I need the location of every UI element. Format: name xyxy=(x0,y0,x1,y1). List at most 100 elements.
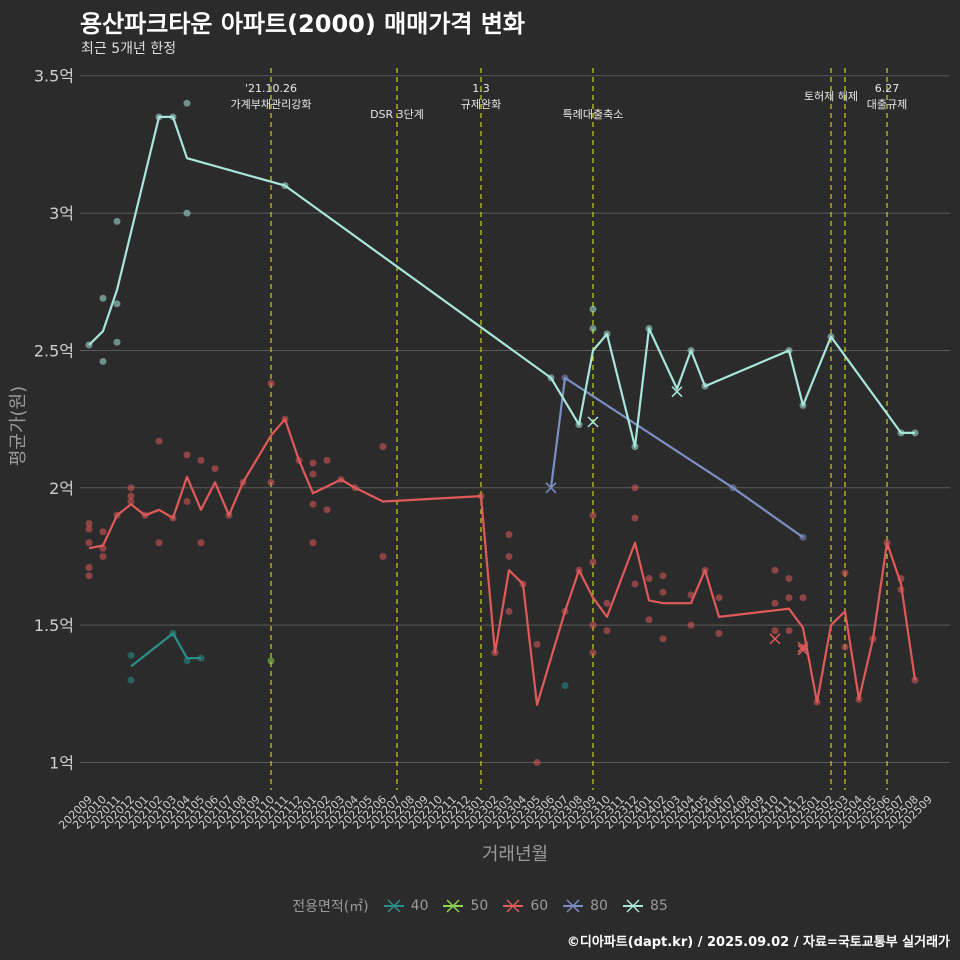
point-60 xyxy=(155,539,163,547)
point-60 xyxy=(771,627,779,635)
point-50 xyxy=(267,657,275,665)
point-60 xyxy=(85,563,93,571)
point-60 xyxy=(505,552,513,560)
legend-label-85: 85 xyxy=(649,898,668,914)
point-60 xyxy=(309,539,317,547)
point-40 xyxy=(127,676,135,684)
point-60 xyxy=(127,492,135,500)
x-axis-title: 거래년월 xyxy=(482,844,548,865)
point-85 xyxy=(589,324,597,332)
cross-stroke xyxy=(797,641,809,653)
point-60 xyxy=(771,599,779,607)
point-40 xyxy=(127,651,135,659)
y-tick-label: 1억 xyxy=(49,754,74,773)
point-60 xyxy=(715,594,723,602)
point-60 xyxy=(505,531,513,539)
point-60 xyxy=(267,379,275,387)
point-60 xyxy=(323,506,331,514)
point-60 xyxy=(799,594,807,602)
point-60 xyxy=(309,470,317,478)
legend-key-40 xyxy=(383,899,404,913)
point-60 xyxy=(323,456,331,464)
cross-marker-80 xyxy=(545,482,557,494)
point-85 xyxy=(183,209,191,217)
legend-title: 전용면적(㎡) xyxy=(292,899,369,915)
point-60 xyxy=(155,437,163,445)
point-60 xyxy=(183,451,191,459)
point-60 xyxy=(659,588,667,596)
legend-key-85 xyxy=(622,899,643,913)
cross-marker-60 xyxy=(797,641,809,653)
legend-label-80: 80 xyxy=(590,898,608,914)
point-60 xyxy=(785,627,793,635)
legend-item-40[interactable]: 40 xyxy=(383,897,429,915)
point-60 xyxy=(211,465,219,473)
point-60 xyxy=(505,607,513,615)
y-tick-label: 2억 xyxy=(49,479,74,498)
point-40 xyxy=(561,682,569,690)
line-series-85 xyxy=(88,115,915,448)
point-60 xyxy=(533,640,541,648)
point-85 xyxy=(99,357,107,365)
point-85 xyxy=(113,338,121,346)
legend-item-85[interactable]: 85 xyxy=(622,897,668,915)
point-60 xyxy=(687,621,695,629)
point-60 xyxy=(785,574,793,582)
cross-stroke xyxy=(797,644,809,656)
y-tick-label: 3.5억 xyxy=(34,67,74,86)
event-label: 대출규제 xyxy=(867,98,907,111)
point-60 xyxy=(659,572,667,580)
legend-item-80[interactable]: 80 xyxy=(562,897,608,915)
event-label: '21.10.26 xyxy=(245,82,297,95)
cross-stroke xyxy=(769,633,781,645)
point-60 xyxy=(127,498,135,506)
point-60 xyxy=(771,566,779,574)
point-85 xyxy=(183,99,191,107)
point-60 xyxy=(785,594,793,602)
line-series-40 xyxy=(130,632,201,668)
cross-stroke xyxy=(671,386,683,398)
legend-key-50 xyxy=(443,899,464,913)
legend-item-50[interactable]: 50 xyxy=(442,897,488,915)
point-85 xyxy=(99,294,107,302)
point-60 xyxy=(99,552,107,560)
legend-label-60: 60 xyxy=(530,898,549,914)
point-60 xyxy=(589,558,597,566)
y-tick-label: 1.5억 xyxy=(34,616,74,635)
chart-legend: 전용면적(㎡) 40 50 60 80 85 xyxy=(0,896,960,916)
point-60 xyxy=(267,478,275,486)
line-series-80 xyxy=(549,376,804,539)
point-60 xyxy=(309,459,317,467)
point-60 xyxy=(603,627,611,635)
y-tick-label: 2.5억 xyxy=(34,341,74,360)
chart-subtitle: 최근 5개년 한정 xyxy=(81,41,177,57)
cross-stroke xyxy=(545,482,557,494)
point-60 xyxy=(841,643,849,651)
legend-key-80 xyxy=(563,899,584,913)
point-60 xyxy=(603,599,611,607)
point-60 xyxy=(183,498,191,506)
point-60 xyxy=(197,456,205,464)
point-60 xyxy=(645,574,653,582)
chart-title: 용산파크타운 아파트(2000) 매매가격 변화 xyxy=(80,10,525,38)
legend-item-60[interactable]: 60 xyxy=(502,897,548,915)
point-60 xyxy=(589,649,597,657)
point-60 xyxy=(911,676,919,684)
point-85 xyxy=(113,217,121,225)
cross-marker-60 xyxy=(797,644,809,656)
point-60 xyxy=(127,484,135,492)
point-60 xyxy=(85,520,93,528)
legend-key-60 xyxy=(503,899,524,913)
point-60 xyxy=(85,525,93,533)
point-60 xyxy=(99,528,107,536)
source-caption: ©디아파트(dapt.kr) / 2025.09.02 / 자료=국토교통부 실… xyxy=(566,935,950,950)
cross-stroke xyxy=(587,416,599,428)
y-tick-label: 3억 xyxy=(49,204,74,223)
legend-label-40: 40 xyxy=(410,898,429,914)
point-60 xyxy=(631,580,639,588)
cross-marker-85 xyxy=(671,386,683,398)
point-60 xyxy=(85,572,93,580)
line-series-60 xyxy=(88,418,917,706)
cross-marker-60 xyxy=(769,633,781,645)
